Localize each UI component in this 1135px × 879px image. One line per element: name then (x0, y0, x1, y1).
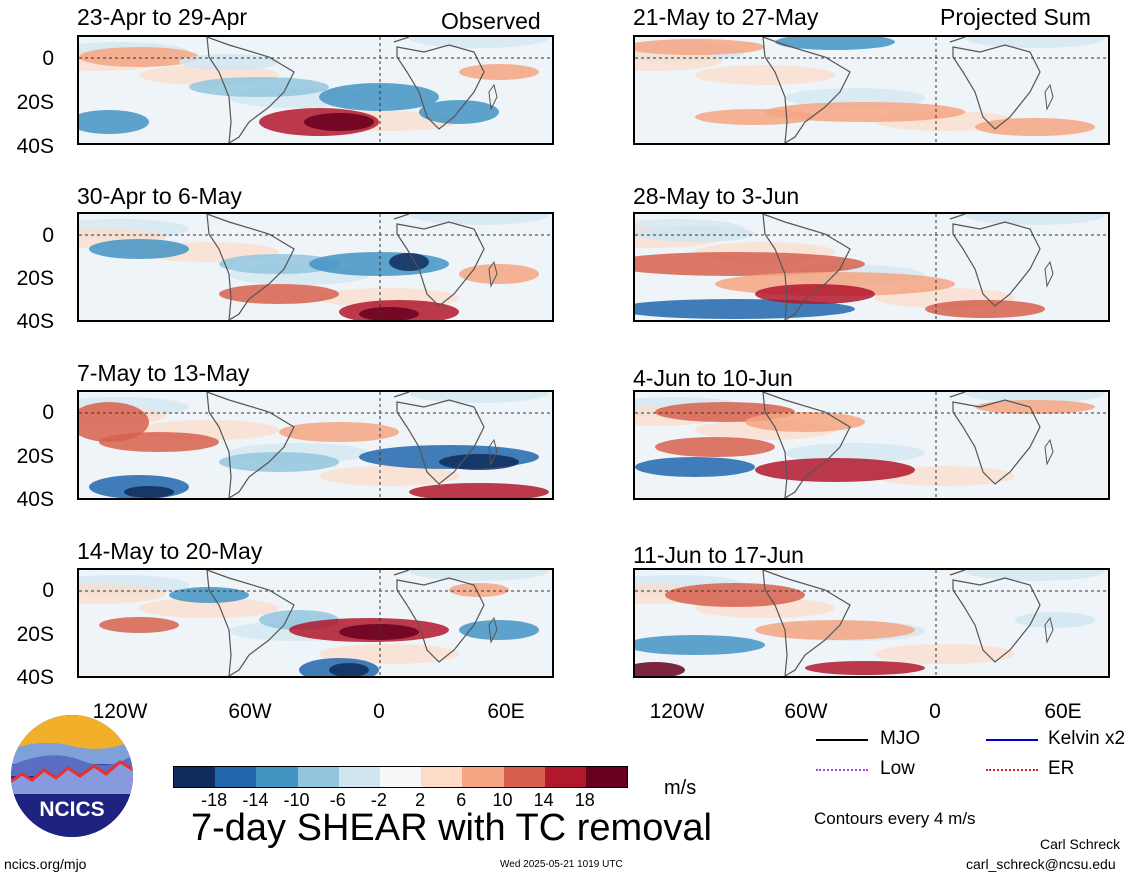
colorbar-tick-5: 2 (415, 790, 426, 810)
site-url: ncics.org/mjo (4, 856, 87, 872)
panel-title-right-4: 11-Jun to 17-Jun (633, 542, 804, 568)
colorbar-swatch-9 (544, 767, 586, 787)
y-label-0: 0 (42, 224, 54, 247)
y-label-20s: 20S (16, 91, 54, 114)
author-email: carl_schreck@ncsu.edu (966, 856, 1116, 872)
colorbar-tick-7: 10 (492, 790, 513, 810)
colorbar (173, 766, 628, 788)
colorbar-tick-8: 14 (533, 790, 554, 810)
y-label-0: 0 (42, 47, 54, 70)
map-panel-right-2 (633, 212, 1110, 322)
map-panel-left-4 (77, 568, 554, 678)
colorbar-tick-1: -14 (242, 790, 269, 810)
y-label-0: 0 (42, 401, 54, 424)
contours-note: Contours every 4 m/s (814, 809, 976, 828)
map-panel-right-1 (633, 35, 1110, 145)
colorbar-tick-0: -18 (201, 790, 228, 810)
colorbar-tick-2: -10 (283, 790, 310, 810)
colorbar-tick-6: 6 (456, 790, 467, 810)
author: Carl Schreck (1040, 836, 1121, 852)
er-line (986, 769, 1038, 771)
low-label: Low (880, 758, 915, 779)
colorbar-swatch-3 (297, 767, 339, 787)
colorbar-swatch-0 (174, 767, 216, 787)
map-panel-right-4 (633, 568, 1110, 678)
timestamp: Wed 2025-05-21 1019 UTC (500, 859, 623, 870)
kelvin-line (986, 739, 1038, 741)
colorbar-swatch-8 (503, 767, 545, 787)
y-label-40s: 40S (16, 310, 54, 333)
x-label-120w: 120W (649, 700, 705, 723)
map-panel-left-1 (77, 35, 554, 145)
colorbar-swatch-10 (585, 767, 628, 787)
x-label-60w: 60W (784, 700, 828, 723)
y-label-20s: 20S (16, 445, 54, 468)
colorbar-swatch-4 (338, 767, 380, 787)
mjo-label: MJO (880, 728, 921, 749)
panel-title-left-2: 30-Apr to 6-May (77, 183, 242, 209)
colorbar-tick-4: -2 (370, 790, 387, 810)
panel-title-right-1: 21-May to 27-May (633, 4, 819, 30)
panel-title-right-3: 4-Jun to 10-Jun (633, 365, 793, 391)
ncics-logo: NCICS (10, 714, 134, 838)
y-label-40s: 40S (16, 488, 54, 511)
y-label-40s: 40S (16, 666, 54, 689)
panel-title-left-1: 23-Apr to 29-Apr (77, 4, 248, 30)
y-label-40s: 40S (16, 135, 54, 158)
low-line (816, 769, 868, 771)
colorbar-swatch-2 (256, 767, 298, 787)
x-label-120w: 120W (92, 700, 148, 723)
colorbar-tick-3: -6 (329, 790, 346, 810)
map-panel-left-3 (77, 390, 554, 500)
y-label-0: 0 (42, 579, 54, 602)
colorbar-units: m/s (664, 777, 697, 799)
map-panel-left-2 (77, 212, 554, 322)
x-label-0: 0 (373, 700, 385, 723)
kelvin-label: Kelvin x2 (1048, 728, 1126, 749)
x-label-0: 0 (929, 700, 941, 723)
colorbar-swatch-1 (215, 767, 257, 787)
mjo-line (816, 739, 868, 741)
main-title: 7-day SHEAR with TC removal (191, 807, 712, 849)
colorbar-swatch-5 (379, 767, 422, 787)
map-panel-right-3 (633, 390, 1110, 500)
x-label-60e: 60E (487, 700, 525, 723)
observed-label: Observed (441, 8, 541, 34)
x-label-60e: 60E (1044, 700, 1082, 723)
colorbar-tick-9: 18 (574, 790, 595, 810)
projected-sum-label: Projected Sum (940, 4, 1091, 30)
panel-title-left-3: 7-May to 13-May (77, 360, 250, 386)
colorbar-swatch-7 (462, 767, 504, 787)
logo-text: NCICS (39, 798, 104, 821)
er-label: ER (1048, 758, 1075, 779)
y-label-20s: 20S (16, 623, 54, 646)
x-label-60w: 60W (228, 700, 272, 723)
panel-title-right-2: 28-May to 3-Jun (633, 183, 800, 209)
y-label-20s: 20S (16, 267, 54, 290)
panel-title-left-4: 14-May to 20-May (77, 538, 263, 564)
colorbar-swatch-6 (421, 767, 463, 787)
